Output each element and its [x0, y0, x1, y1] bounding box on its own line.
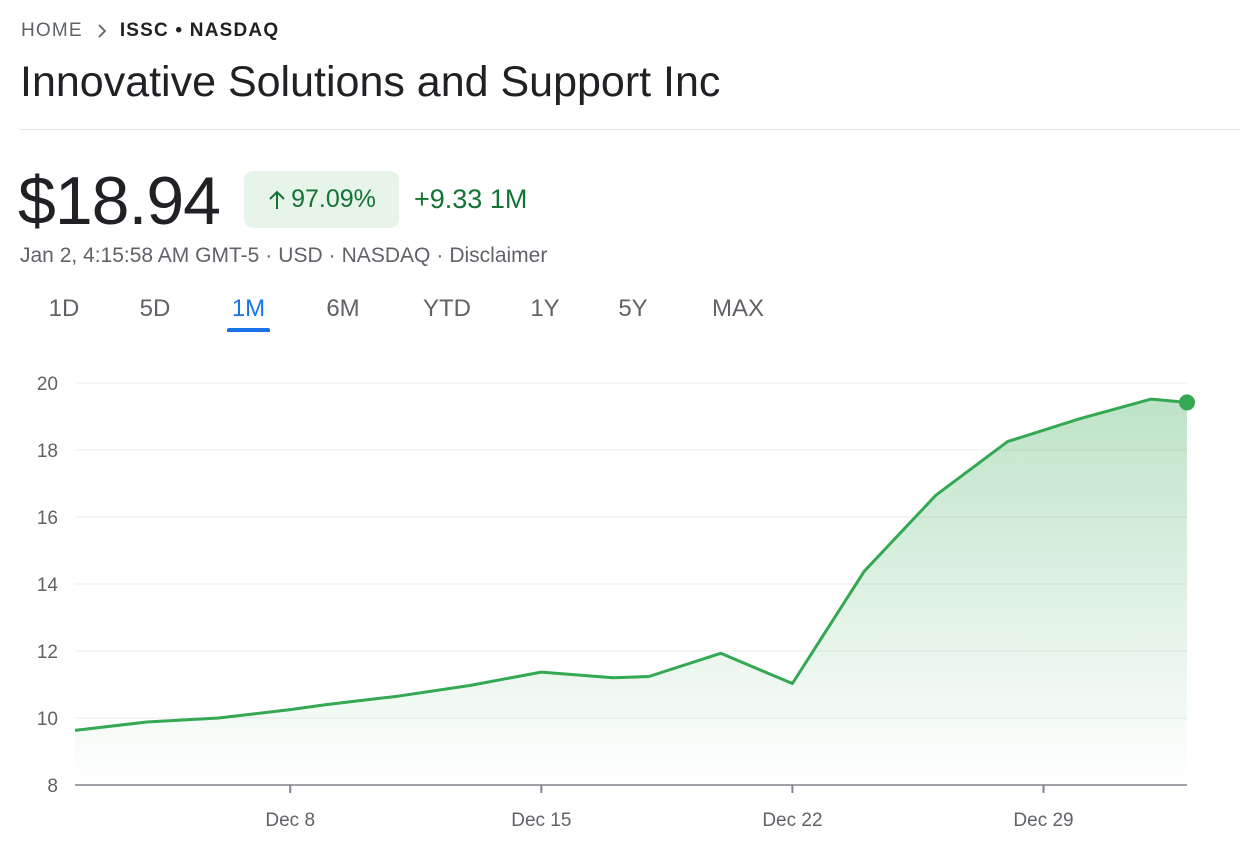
range-tab-label: 5Y — [618, 295, 648, 322]
range-tab-5d[interactable]: 5D — [134, 290, 176, 334]
range-tab-1d[interactable]: 1D — [44, 290, 84, 334]
quote-meta: Jan 2, 4:15:58 AM GMT-5 · USD · NASDAQ · Discl… — [20, 244, 547, 268]
range-tab-1m[interactable]: 1M — [227, 290, 270, 334]
breadcrumb-home-link[interactable]: HOME — [21, 20, 83, 41]
x-axis: Dec 8 Dec 15 Dec 22 Dec 29 — [75, 784, 1187, 831]
y-axis: 8 10 12 14 16 18 20 — [37, 374, 59, 797]
y-tick-label: 20 — [37, 374, 58, 395]
chart-series — [74, 394, 1195, 785]
y-tick-label: 16 — [37, 508, 58, 529]
arrow-up-icon — [269, 190, 285, 209]
range-tab-ytd[interactable]: YTD — [418, 290, 476, 334]
disclaimer-link[interactable]: Disclaimer — [449, 244, 548, 267]
y-tick-label: 8 — [47, 776, 58, 797]
y-tick-label: 18 — [37, 441, 58, 462]
quote-currency: USD — [278, 244, 323, 267]
breadcrumb-ticker: ISSC • NASDAQ — [119, 20, 280, 41]
area-fill — [75, 399, 1187, 785]
chevron-right-icon — [97, 23, 108, 39]
range-tab-label: 1Y — [530, 295, 560, 322]
range-tab-label: 1D — [48, 295, 80, 322]
price-chart[interactable]: 8 10 12 14 16 18 20 Dec 8 Dec 15 Dec 22 Dec 29 — [0, 350, 1240, 848]
range-tab-max[interactable]: MAX — [704, 290, 772, 334]
change-percent-badge: 97.09% — [244, 171, 399, 228]
range-tab-label: MAX — [711, 295, 764, 322]
x-tick-label: Dec 29 — [1013, 810, 1073, 831]
range-tab-6m[interactable]: 6M — [320, 290, 366, 334]
quote-timestamp: Jan 2, 4:15:58 AM GMT-5 — [20, 244, 260, 267]
change-absolute: +9.33 1M — [414, 184, 528, 214]
price-line — [74, 397, 1188, 732]
x-tick-label: Dec 8 — [265, 810, 315, 831]
y-tick-label: 14 — [37, 575, 59, 596]
range-tab-label: 5D — [139, 295, 171, 322]
meta-separator: · — [265, 244, 273, 267]
x-tick-label: Dec 15 — [511, 810, 571, 831]
y-tick-label: 12 — [37, 642, 58, 663]
page-title: Innovative Solutions and Support Inc — [20, 58, 721, 106]
range-tabs: 1D 5D 1M 6M YTD 1Y 5Y MAX — [0, 290, 820, 334]
range-tab-1y[interactable]: 1Y — [527, 290, 563, 334]
current-price: $18.94 — [18, 163, 221, 239]
breadcrumb: HOME ISSC • NASDAQ — [21, 19, 279, 43]
range-tab-5y[interactable]: 5Y — [614, 290, 652, 334]
header-divider — [20, 129, 1240, 130]
quote-exchange: NASDAQ — [341, 244, 431, 267]
y-tick-label: 10 — [37, 709, 58, 730]
meta-separator: · — [436, 244, 444, 267]
range-tab-label: 1M — [231, 295, 266, 322]
meta-separator: · — [328, 244, 336, 267]
last-price-dot — [1179, 394, 1195, 411]
change-percent: 97.09% — [291, 185, 376, 213]
x-tick-label: Dec 22 — [762, 810, 822, 831]
range-tab-label: YTD — [423, 295, 471, 322]
range-tab-label: 6M — [326, 295, 360, 322]
